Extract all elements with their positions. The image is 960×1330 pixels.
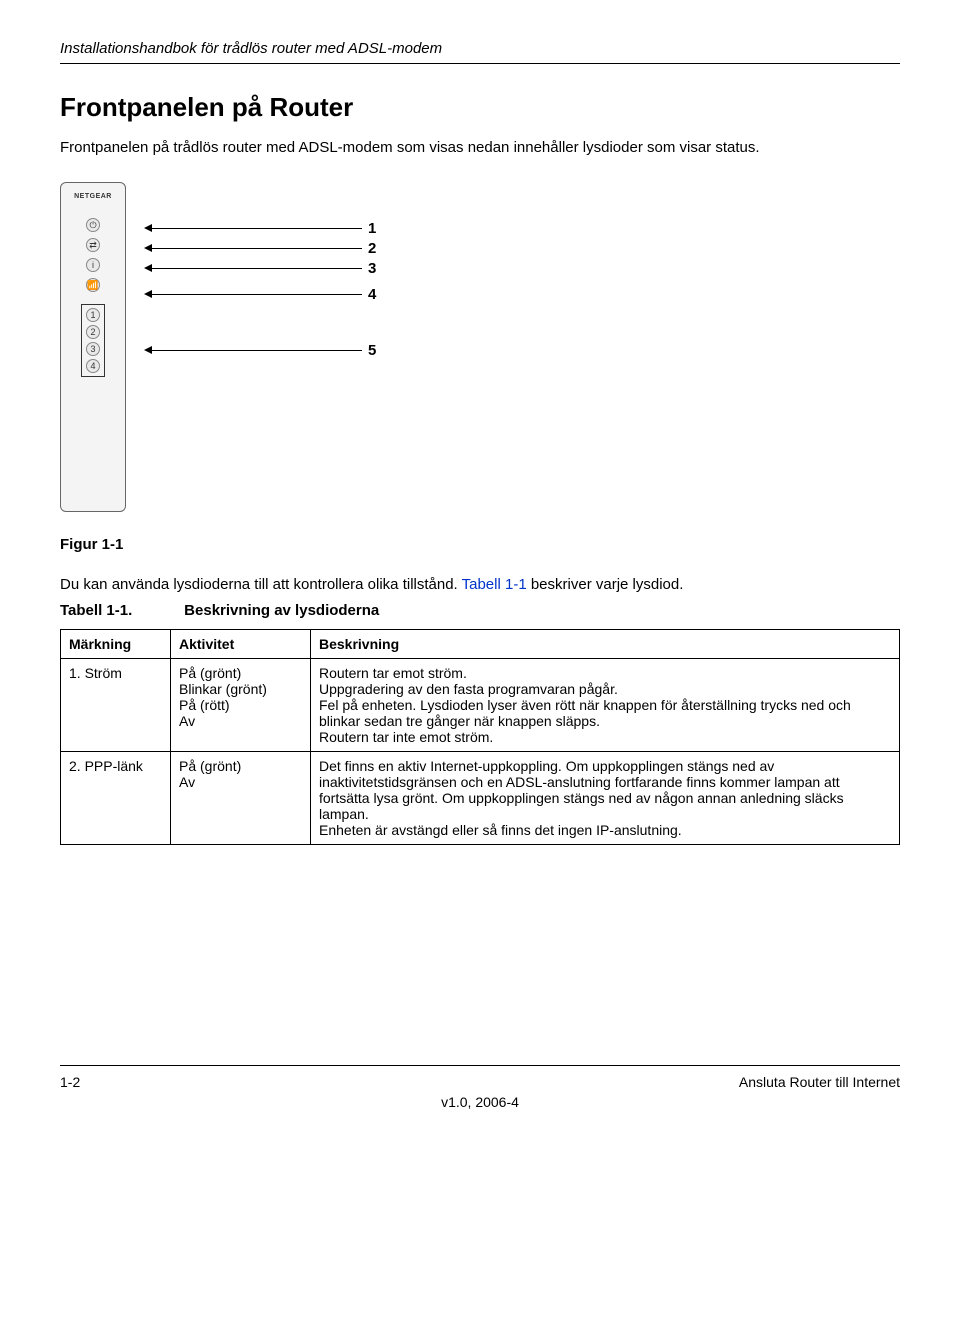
lan-led-2: 2 xyxy=(86,325,100,339)
activity-line: Av xyxy=(179,774,302,790)
callout-num: 1 xyxy=(368,220,384,237)
section-title: Frontpanelen på Router xyxy=(60,92,900,123)
lan-led-4: 4 xyxy=(86,359,100,373)
section-intro: Frontpanelen på trådlös router med ADSL-… xyxy=(60,138,900,158)
note-post: beskriver varje lysdiod. xyxy=(527,576,684,593)
page-footer: 1-2 Ansluta Router till Internet v1.0, 2… xyxy=(60,1065,900,1110)
activity-line: På (grönt) xyxy=(179,758,302,774)
doc-version: v1.0, 2006-4 xyxy=(60,1094,900,1110)
lan-led-1: 1 xyxy=(86,308,100,322)
desc-line: Det finns en aktiv Internet-uppkoppling.… xyxy=(319,758,891,822)
chapter-title: Ansluta Router till Internet xyxy=(739,1074,900,1090)
arrow-icon xyxy=(144,224,152,232)
col-beskrivning: Beskrivning xyxy=(311,629,900,658)
arrow-icon xyxy=(144,346,152,354)
wifi-led-icon: 📶 xyxy=(86,278,100,292)
lan-led-group: 1 2 3 4 xyxy=(81,304,105,377)
figure-caption: Figur 1-1 xyxy=(60,536,900,553)
diagram-note: Du kan använda lysdioderna till att kont… xyxy=(60,575,900,595)
note-pre: Du kan använda lysdioderna till att kont… xyxy=(60,576,462,593)
callout-2: 2 xyxy=(144,238,384,258)
arrow-icon xyxy=(144,290,152,298)
arrow-line xyxy=(152,294,362,295)
arrow-line xyxy=(152,248,362,249)
table-title: Beskrivning av lysdioderna xyxy=(184,602,379,619)
cell-activity: På (grönt) Blinkar (grönt) På (rött) Av xyxy=(171,658,311,751)
callout-column: 1 2 3 4 5 xyxy=(144,182,384,360)
table-caption: Tabell 1-1. Beskrivning av lysdioderna xyxy=(60,602,900,619)
callout-1: 1 xyxy=(144,218,384,238)
activity-line: Blinkar (grönt) xyxy=(179,681,302,697)
running-header: Installationshandbok för trådlös router … xyxy=(60,40,900,64)
callout-num: 3 xyxy=(368,260,384,277)
router-brand: NETGEAR xyxy=(61,193,125,200)
router-diagram: NETGEAR ⏻ ⇄ i 📶 1 2 3 4 1 xyxy=(60,182,900,512)
router-front-panel: NETGEAR ⏻ ⇄ i 📶 1 2 3 4 xyxy=(60,182,126,512)
callout-num: 4 xyxy=(368,286,384,303)
activity-line: På (grönt) xyxy=(179,665,302,681)
cell-label: 1. Ström xyxy=(61,658,171,751)
table-row: 1. Ström På (grönt) Blinkar (grönt) På (… xyxy=(61,658,900,751)
callout-num: 2 xyxy=(368,240,384,257)
table-number: Tabell 1-1. xyxy=(60,602,180,619)
cell-label: 2. PPP-länk xyxy=(61,751,171,844)
page-number: 1-2 xyxy=(60,1074,80,1090)
table-header-row: Märkning Aktivitet Beskrivning xyxy=(61,629,900,658)
callout-4: 4 xyxy=(144,284,384,304)
arrow-icon xyxy=(144,264,152,272)
table-row: 2. PPP-länk På (grönt) Av Det finns en a… xyxy=(61,751,900,844)
desc-line: Routern tar emot ström. xyxy=(319,665,891,681)
lan-led-3: 3 xyxy=(86,342,100,356)
desc-line: Fel på enheten. Lysdioden lyser även röt… xyxy=(319,697,891,729)
activity-line: Av xyxy=(179,713,302,729)
table-ref-link[interactable]: Tabell 1-1 xyxy=(462,576,527,593)
arrow-line xyxy=(152,268,362,269)
col-markning: Märkning xyxy=(61,629,171,658)
callout-num: 5 xyxy=(368,342,384,359)
callout-5: 5 xyxy=(144,340,384,360)
desc-line: Routern tar inte emot ström. xyxy=(319,729,891,745)
arrow-line xyxy=(152,228,362,229)
arrow-icon xyxy=(144,244,152,252)
callout-3: 3 xyxy=(144,258,384,278)
activity-line: På (rött) xyxy=(179,697,302,713)
arrow-line xyxy=(152,350,362,351)
ppp-led-icon: ⇄ xyxy=(86,238,100,252)
page: Installationshandbok för trådlös router … xyxy=(0,0,960,1140)
desc-line: Enheten är avstängd eller så finns det i… xyxy=(319,822,891,838)
led-table: Märkning Aktivitet Beskrivning 1. Ström … xyxy=(60,629,900,845)
cell-desc: Routern tar emot ström. Uppgradering av … xyxy=(311,658,900,751)
col-aktivitet: Aktivitet xyxy=(171,629,311,658)
internet-led-icon: i xyxy=(86,258,100,272)
cell-activity: På (grönt) Av xyxy=(171,751,311,844)
power-led-icon: ⏻ xyxy=(86,218,100,232)
desc-line: Uppgradering av den fasta programvaran p… xyxy=(319,681,891,697)
led-column: ⏻ ⇄ i 📶 1 2 3 4 xyxy=(61,218,125,377)
cell-desc: Det finns en aktiv Internet-uppkoppling.… xyxy=(311,751,900,844)
